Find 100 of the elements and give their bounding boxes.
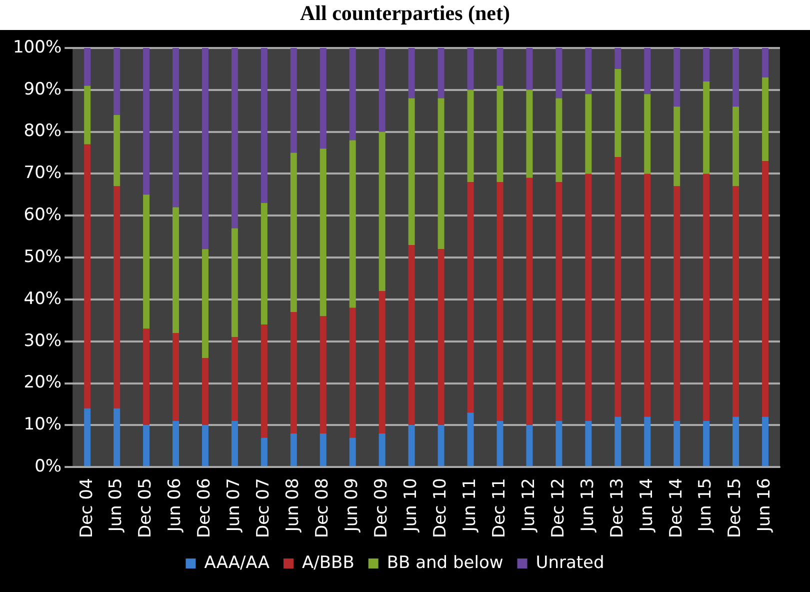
bar: [84, 144, 91, 408]
bar: [732, 48, 740, 107]
bar: [438, 249, 444, 426]
bar: [438, 425, 444, 466]
legend-label: BB and below: [386, 552, 504, 573]
y-tick-label: 80%: [24, 121, 62, 142]
bar: [585, 420, 592, 466]
bar: [114, 48, 120, 116]
bar: [408, 244, 415, 426]
bar: [674, 48, 680, 107]
bar: [378, 434, 386, 466]
y-tick-label: 30%: [24, 330, 62, 351]
bar: [496, 182, 504, 421]
bar: [674, 186, 680, 421]
bar: [496, 48, 504, 86]
bar: [614, 68, 622, 157]
bar: [703, 82, 710, 174]
bar: [556, 182, 562, 421]
bar: [114, 408, 120, 466]
legend-label: AAA/AA: [204, 552, 270, 573]
bar: [732, 106, 740, 186]
x-tick-label: Jun 07: [224, 478, 244, 533]
bar: [703, 174, 710, 421]
x-tick-label: Jun 15: [696, 478, 716, 533]
x-tick-label: Dec 04: [76, 478, 97, 538]
x-tick-label: Jun 11: [460, 478, 480, 533]
bar: [644, 94, 651, 174]
bar: [143, 194, 150, 329]
bar: [496, 86, 504, 182]
bar: [585, 94, 592, 174]
bar: [202, 48, 208, 250]
bar: [320, 434, 326, 466]
bar: [172, 48, 180, 208]
x-tick-label: Dec 05: [136, 478, 156, 538]
bar: [526, 48, 533, 90]
bar: [202, 425, 208, 466]
legend-label: Unrated: [536, 552, 604, 573]
y-tick-label: 40%: [24, 288, 62, 309]
bar: [260, 324, 268, 438]
x-tick-label: Jun 09: [342, 478, 362, 533]
bar: [231, 48, 238, 228]
bar: [674, 106, 680, 186]
bar: [438, 48, 444, 98]
bar: [585, 48, 592, 94]
bar: [349, 438, 356, 466]
y-tick-label: 50%: [24, 246, 62, 267]
y-tick-label: 100%: [12, 37, 62, 58]
bar: [644, 416, 651, 466]
x-tick-label: Dec 11: [489, 478, 510, 538]
x-tick-label: Jun 08: [283, 478, 304, 533]
bar: [172, 207, 180, 333]
bar: [84, 408, 91, 466]
bar: [114, 186, 120, 408]
bar: [231, 228, 238, 338]
x-tick-label: Jun 05: [106, 478, 126, 533]
y-tick-label: 90%: [24, 79, 62, 100]
y-tick-label: 10%: [24, 414, 62, 435]
bar: [84, 48, 91, 86]
bar: [556, 98, 562, 182]
bar: [438, 98, 444, 250]
x-tick-label: Jun 12: [518, 478, 539, 533]
bar: [614, 156, 622, 417]
x-tick-label: Jun 10: [400, 478, 421, 533]
bar: [526, 90, 533, 178]
bar: [556, 48, 562, 98]
x-tick-label: Dec 10: [430, 478, 450, 538]
bar: [585, 174, 592, 421]
bar: [143, 48, 150, 195]
bar: [114, 115, 120, 186]
chart-title: All counterparties (net): [299, 0, 511, 27]
x-tick-label: Jun 13: [578, 478, 598, 533]
bar: [143, 425, 150, 466]
bar: [496, 420, 504, 466]
bar: [202, 249, 208, 358]
bar: [320, 48, 326, 149]
bar: [762, 161, 769, 417]
bar: [644, 174, 651, 417]
bar: [526, 425, 533, 466]
bar: [290, 152, 297, 312]
bar: [320, 316, 326, 434]
x-tick-label: Dec 13: [607, 478, 628, 538]
bar: [467, 48, 474, 90]
bar: [290, 312, 297, 434]
bar: [290, 434, 297, 466]
bar: [143, 328, 150, 426]
y-tick-label: 60%: [24, 205, 62, 226]
bar: [260, 203, 268, 325]
bar: [231, 420, 238, 466]
bar: [260, 48, 268, 204]
bar: [290, 48, 297, 153]
bar: [172, 332, 180, 421]
x-tick-label: Jun 14: [636, 478, 657, 533]
bar: [172, 420, 180, 466]
x-tick-label: Dec 08: [312, 478, 333, 538]
bar: [378, 132, 386, 292]
bar: [467, 412, 474, 466]
bar: [614, 416, 622, 466]
bar: [732, 416, 740, 466]
bar: [378, 291, 386, 434]
bar: [349, 48, 356, 140]
